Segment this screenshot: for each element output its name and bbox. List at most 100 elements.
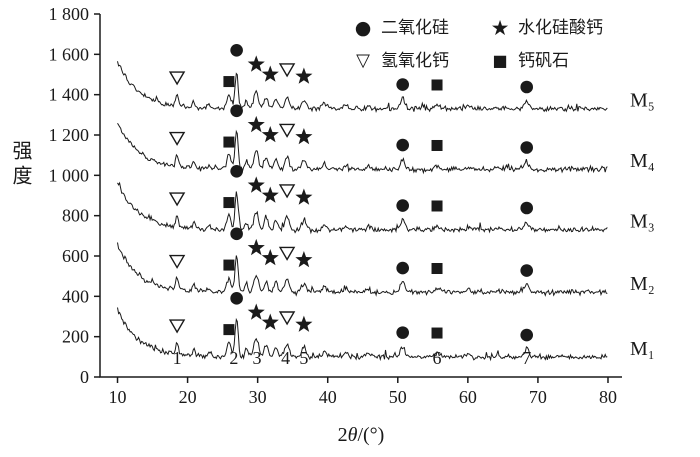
square-marker (431, 200, 443, 212)
phase-markers-M1 (168, 292, 534, 342)
square-marker (223, 324, 235, 336)
y-tick-label: 1 200 (49, 125, 90, 145)
series-M1: M₁ (117, 292, 655, 362)
y-tick-label: 1 400 (49, 85, 90, 105)
circle-marker (396, 78, 409, 91)
star-marker (247, 176, 265, 193)
star-marker (261, 313, 279, 330)
peak-index-3: 3 (252, 348, 261, 368)
legend-item-silica: ● 二氧化硅 (352, 14, 449, 42)
circle-marker (520, 141, 534, 154)
y-tick-label: 1 800 (49, 4, 90, 24)
square-marker (223, 136, 235, 148)
star-marker (247, 303, 265, 320)
series-label-M2: M₂ (630, 273, 655, 295)
legend-label-csh: 水化硅酸钙 (518, 18, 603, 37)
series-M2: M₂ (117, 227, 655, 297)
circle-marker (520, 328, 534, 342)
circle-marker (396, 261, 409, 275)
square-marker (431, 327, 443, 339)
series-M3: M₃ (117, 165, 655, 235)
circle-marker (230, 227, 243, 241)
series-M4: M₄ (117, 104, 655, 175)
x-axis-ticks: 10 20 30 40 50 60 70 80 (109, 377, 617, 407)
triangle-down-marker (278, 246, 296, 261)
circle-marker (396, 138, 409, 152)
circle-marker (230, 165, 243, 178)
y-axis-ticks: 0 200 400 600 800 1 000 1 200 1 400 1 600 1 800 (49, 4, 100, 387)
series-label-M5: M₅ (630, 90, 655, 112)
filled-circle-icon: ● (354, 17, 372, 39)
triangle-down-marker (278, 63, 296, 78)
circle-marker (230, 292, 243, 305)
triangle-down-marker (168, 319, 186, 334)
star-marker (261, 249, 279, 266)
phase-markers-M3 (168, 165, 534, 215)
xrd-trace-M2 (117, 242, 608, 297)
peak-index-5: 5 (299, 348, 308, 368)
star-marker (295, 251, 313, 268)
square-marker (431, 139, 443, 151)
star-marker (247, 115, 265, 133)
peak-index-7: 7 (522, 348, 531, 368)
circle-marker (396, 199, 409, 212)
square-marker (431, 79, 443, 91)
star-marker (295, 315, 313, 332)
chart-legend: ● 二氧化硅 ★ 水化硅酸钙 ▽ 氢氧化钙 ■ 钙矾石 (352, 14, 603, 75)
x-axis-label-suffix: /(°) (357, 424, 385, 446)
triangle-down-marker (168, 71, 186, 86)
circle-marker (520, 264, 534, 277)
x-tick-label: 60 (459, 387, 477, 407)
legend-label-ettringite: 钙矾石 (518, 51, 569, 70)
triangle-down-marker (278, 311, 296, 326)
series-M5: M₅ (117, 44, 655, 113)
triangle-down-marker (168, 254, 186, 269)
xrd-trace-M1 (117, 307, 608, 362)
x-tick-label: 40 (319, 387, 337, 407)
star-marker (295, 67, 313, 84)
series-label-M4: M₄ (630, 150, 655, 172)
y-tick-label: 400 (62, 286, 89, 306)
x-tick-label: 70 (529, 387, 547, 407)
peak-index-2: 2 (229, 348, 238, 368)
star-marker (295, 128, 313, 145)
peak-index-4: 4 (281, 348, 290, 368)
legend-item-portlandite: ▽ 氢氧化钙 (352, 47, 449, 75)
circle-marker (230, 44, 243, 57)
series-label-M1: M₁ (630, 338, 655, 360)
y-tick-label: 1 600 (49, 44, 90, 64)
y-axis-label: 强度 (9, 140, 31, 190)
star-marker (261, 65, 279, 82)
xrd-trace-M5 (117, 61, 608, 113)
y-tick-label: 1 000 (49, 165, 90, 185)
star-marker (247, 238, 265, 256)
filled-star-icon: ★ (490, 16, 510, 40)
legend-label-silica: 二氧化硅 (381, 18, 449, 37)
phase-markers-M4 (168, 104, 534, 154)
star-marker (261, 186, 279, 203)
square-marker (223, 76, 235, 88)
x-tick-label: 50 (389, 387, 407, 407)
triangle-down-marker (278, 184, 296, 199)
legend-label-portlandite: 氢氧化钙 (381, 51, 449, 70)
legend-item-csh: ★ 水化硅酸钙 (489, 14, 603, 42)
triangle-down-marker (168, 192, 186, 207)
xrd-trace-M4 (117, 122, 608, 175)
open-triangle-down-icon: ▽ (356, 50, 370, 71)
triangle-down-marker (168, 131, 186, 146)
square-marker (431, 263, 443, 275)
filled-square-icon: ■ (492, 51, 508, 70)
x-axis-label: 2θ/(°) (261, 424, 461, 447)
circle-marker (520, 80, 534, 94)
triangle-down-marker (278, 123, 296, 138)
star-marker (261, 126, 279, 143)
x-axis-label-prefix: 2 (337, 424, 348, 446)
circle-marker (230, 104, 243, 118)
legend-item-ettringite: ■ 钙矾石 (489, 47, 603, 75)
phase-markers-M2 (168, 227, 534, 277)
y-tick-label: 800 (62, 206, 89, 226)
x-tick-label: 10 (109, 387, 127, 407)
